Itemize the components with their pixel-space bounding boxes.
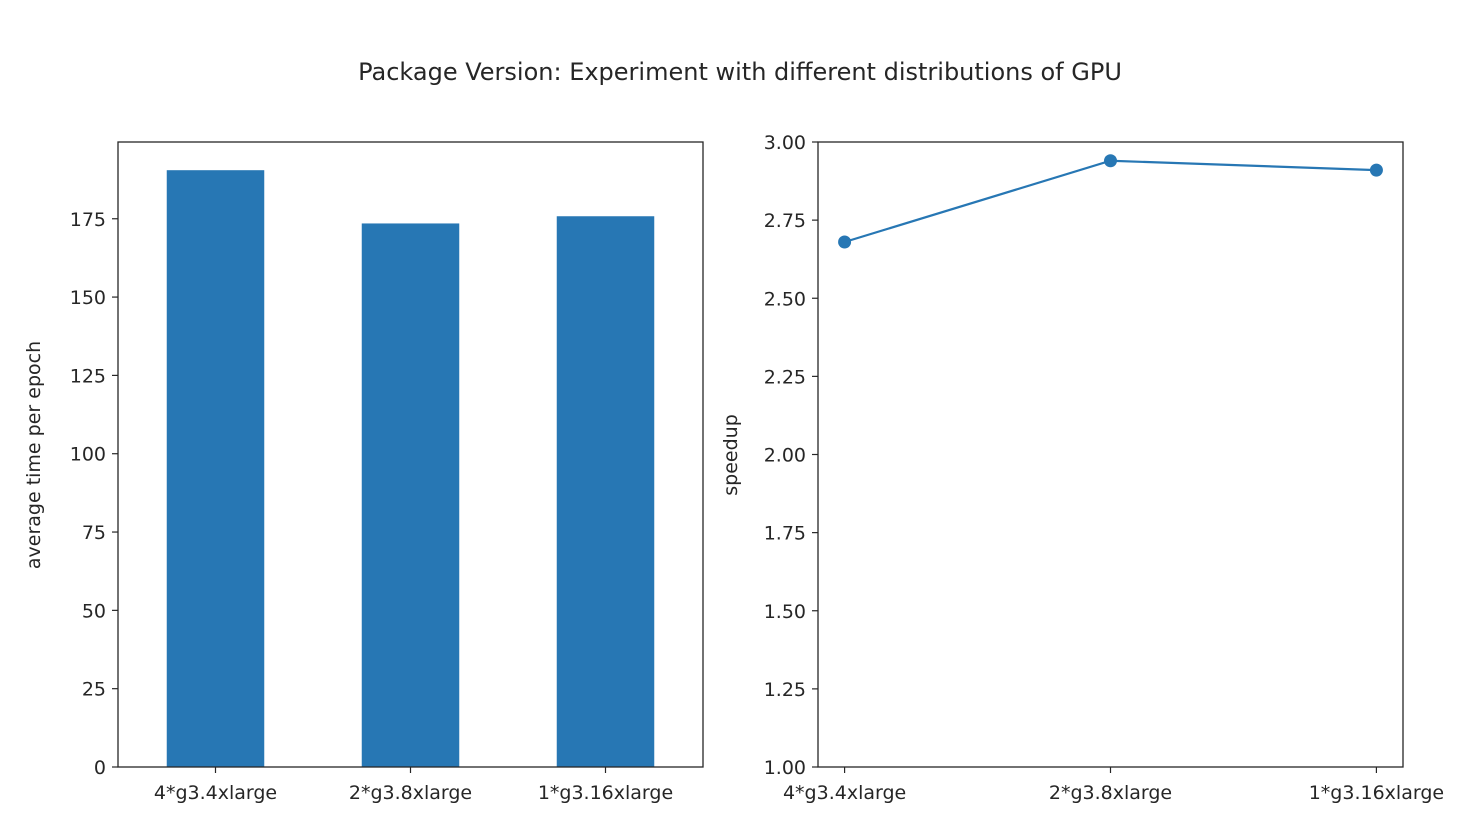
y-tick-label: 125 — [70, 365, 106, 387]
y-tick-label: 3.00 — [764, 132, 806, 154]
line-chart: 1.00 1.25 1.50 1.75 2.00 2.25 2.50 2.75 3.00 4*g… — [720, 132, 1444, 804]
data-point — [1104, 154, 1117, 168]
y-tick-label: 1.25 — [764, 679, 806, 701]
y-tick-label: 175 — [70, 209, 106, 231]
line-chart-x-axis: 4*g3.4xlarge 2*g3.8xlarge 1*g3.16xlarge — [783, 767, 1444, 804]
line-chart-frame — [817, 141, 1404, 768]
y-tick-label: 2.00 — [764, 445, 806, 467]
y-tick-label: 2.25 — [764, 366, 806, 388]
y-tick-label: 50 — [82, 600, 106, 622]
x-tick-label: 2*g3.8xlarge — [1049, 782, 1172, 804]
y-tick-label: 1.00 — [764, 757, 806, 779]
bar-chart-x-axis: 4*g3.4xlarge 2*g3.8xlarge 1*g3.16xlarge — [154, 767, 673, 804]
bar — [166, 170, 265, 767]
line-chart-ylabel: speedup — [720, 414, 742, 496]
x-tick-label: 4*g3.4xlarge — [783, 782, 906, 804]
x-tick-label: 2*g3.8xlarge — [349, 782, 472, 804]
y-tick-label: 1.75 — [764, 523, 806, 545]
data-point — [838, 235, 852, 249]
y-tick-label: 100 — [70, 444, 106, 466]
figure-suptitle: Package Version: Experiment with differe… — [358, 58, 1122, 86]
y-tick-label: 75 — [82, 522, 106, 544]
y-tick-label: 150 — [70, 287, 106, 309]
bar-chart: 0 25 50 75 100 125 150 175 4*g3.4xlarge 2*g3.8xl… — [23, 141, 704, 804]
y-tick-label: 0 — [94, 757, 106, 779]
y-tick-label: 2.75 — [764, 210, 806, 232]
x-tick-label: 1*g3.16xlarge — [1309, 782, 1444, 804]
bar — [361, 223, 460, 768]
bar-chart-bars — [166, 170, 655, 768]
y-tick-label: 2.50 — [764, 288, 806, 310]
bar-chart-ylabel: average time per epoch — [23, 341, 45, 569]
x-tick-label: 4*g3.4xlarge — [154, 782, 277, 804]
bar-chart-y-axis: 0 25 50 75 100 125 150 175 — [70, 209, 118, 779]
line-chart-series — [838, 154, 1383, 249]
y-tick-label: 1.50 — [764, 601, 806, 623]
line-chart-y-axis: 1.00 1.25 1.50 1.75 2.00 2.25 2.50 2.75 3.00 — [764, 132, 818, 779]
x-tick-label: 1*g3.16xlarge — [538, 782, 673, 804]
bar — [556, 216, 655, 768]
y-tick-label: 25 — [82, 679, 106, 701]
bar-chart-frame — [117, 141, 704, 768]
data-point — [1369, 163, 1383, 177]
